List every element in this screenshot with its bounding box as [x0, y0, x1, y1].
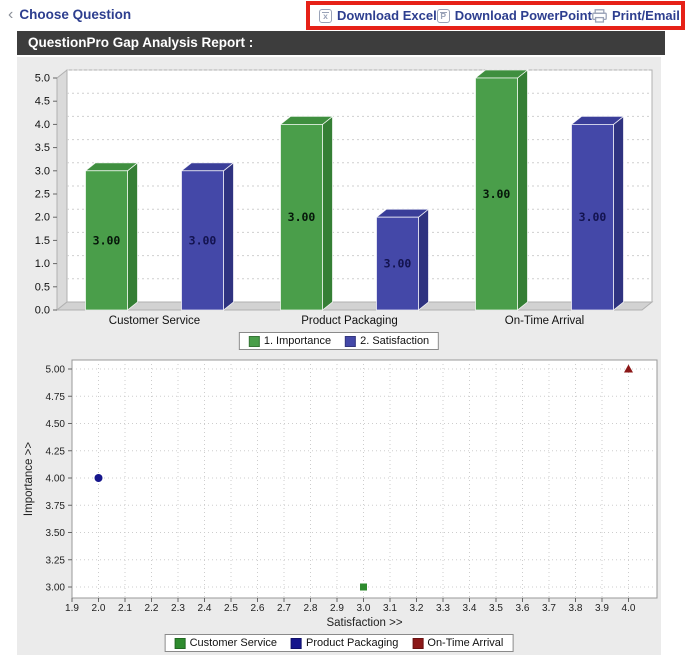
svg-text:1.0: 1.0: [35, 258, 50, 270]
svg-text:3.9: 3.9: [595, 603, 609, 614]
svg-text:3.4: 3.4: [463, 603, 477, 614]
download-excel-button[interactable]: x Download Excel: [319, 8, 437, 23]
svg-text:2.4: 2.4: [198, 603, 212, 614]
svg-text:Product Packaging: Product Packaging: [301, 315, 398, 327]
svg-text:4.50: 4.50: [46, 419, 66, 430]
print-email-label: Print/Email: [611, 8, 680, 23]
satisfaction-swatch-icon: [345, 335, 357, 347]
gap-analysis-scatter-plot: 1.9 2.0 2.1 2.2 2.3 2.4 2.5 2.6 2.7 2.8 2.9 3.0 3.1 3…: [23, 359, 658, 629]
svg-text:3.2: 3.2: [410, 603, 424, 614]
svg-text:5.00: 5.00: [46, 365, 66, 376]
download-powerpoint-button[interactable]: P Download PowerPoint: [436, 8, 592, 23]
svg-text:1.5: 1.5: [35, 235, 50, 247]
svg-text:2.5: 2.5: [35, 189, 50, 201]
svg-text:4.75: 4.75: [46, 392, 66, 403]
svg-text:3.00: 3.00: [46, 583, 66, 594]
svg-text:1.9: 1.9: [65, 603, 79, 614]
legend-item-product-packaging: Product Packaging: [291, 637, 398, 649]
svg-text:0.0: 0.0: [35, 305, 50, 317]
bar-chart-legend: 1. Importance 2. Satisfaction: [238, 332, 440, 350]
legend-customer-service-label: Customer Service: [189, 637, 278, 649]
legend-product-packaging-label: Product Packaging: [306, 637, 399, 649]
scatter-point-on-time-arrival: [624, 364, 633, 373]
download-excel-label: Download Excel: [337, 8, 437, 23]
svg-text:2.2: 2.2: [145, 603, 159, 614]
legend-item-satisfaction: 2. Satisfaction: [345, 335, 429, 347]
svg-text:3.00: 3.00: [288, 210, 316, 224]
svg-text:3.7: 3.7: [542, 603, 556, 614]
svg-text:3.5: 3.5: [35, 142, 50, 154]
svg-text:On-Time Arrival: On-Time Arrival: [505, 315, 584, 327]
svg-text:2.7: 2.7: [277, 603, 291, 614]
bar-importance-1: 3.00: [279, 115, 334, 311]
svg-text:4.0: 4.0: [35, 119, 50, 131]
svg-text:3.3: 3.3: [436, 603, 450, 614]
svg-text:4.0: 4.0: [622, 603, 636, 614]
choose-question-label: Choose Question: [19, 7, 132, 22]
svg-text:Satisfaction >>: Satisfaction >>: [326, 617, 402, 629]
svg-text:2.1: 2.1: [118, 603, 132, 614]
svg-text:3.00: 3.00: [189, 233, 217, 247]
svg-text:3.1: 3.1: [383, 603, 397, 614]
svg-text:3.50: 3.50: [46, 528, 66, 539]
legend-satisfaction-label: 2. Satisfaction: [360, 335, 430, 347]
svg-text:3.00: 3.00: [579, 210, 607, 224]
legend-on-time-arrival-label: On-Time Arrival: [427, 637, 504, 649]
legend-importance-label: 1. Importance: [263, 335, 332, 347]
svg-text:3.75: 3.75: [46, 501, 66, 512]
svg-text:3.25: 3.25: [46, 555, 66, 566]
svg-text:2.9: 2.9: [330, 603, 344, 614]
scatter-legend: Customer Service Product Packaging On-Ti…: [164, 634, 514, 652]
report-header: QuestionPro Gap Analysis Report :: [17, 31, 665, 55]
excel-file-icon: x: [319, 8, 332, 23]
svg-text:Customer Service: Customer Service: [109, 315, 200, 327]
svg-text:2.6: 2.6: [251, 603, 265, 614]
svg-text:3.0: 3.0: [35, 165, 50, 177]
gap-analysis-bar-chart: 0.0 0.5 1.0 1.5 2.0 2.5 3.0 3.5 4.0 4.5 5.0 3.00 3.0…: [35, 68, 654, 327]
bar-importance-2: 3.00: [474, 69, 529, 311]
svg-text:4.5: 4.5: [35, 96, 50, 108]
importance-swatch-icon: [248, 335, 260, 347]
svg-text:2.0: 2.0: [35, 212, 50, 224]
svg-text:2.0: 2.0: [92, 603, 106, 614]
on-time-arrival-swatch-icon: [412, 637, 424, 649]
bar-satisfaction-1: 3.00: [375, 208, 430, 311]
svg-text:3.8: 3.8: [569, 603, 583, 614]
svg-text:3.00: 3.00: [93, 233, 121, 247]
svg-text:4.00: 4.00: [46, 474, 66, 485]
download-powerpoint-label: Download PowerPoint: [454, 8, 592, 23]
bar-chart-panel: 0.0 0.5 1.0 1.5 2.0 2.5 3.0 3.5 4.0 4.5 5.0 3.00 3.0…: [17, 57, 661, 353]
report-title: QuestionPro Gap Analysis Report :: [28, 35, 254, 50]
export-actions-highlight-box: x Download Excel P Download PowerPoint P…: [306, 1, 685, 30]
bar-satisfaction-0: 3.00: [180, 161, 235, 311]
legend-item-importance: 1. Importance: [248, 335, 332, 347]
svg-text:2.5: 2.5: [224, 603, 238, 614]
svg-text:5.0: 5.0: [35, 73, 50, 85]
product-packaging-swatch-icon: [291, 637, 303, 649]
scatter-point-customer-service: [360, 583, 367, 591]
svg-text:2.8: 2.8: [304, 603, 318, 614]
bar-satisfaction-2: 3.00: [570, 115, 625, 311]
svg-text:3.6: 3.6: [516, 603, 530, 614]
svg-text:3.00: 3.00: [384, 257, 412, 271]
customer-service-swatch-icon: [174, 637, 186, 649]
powerpoint-file-icon: P: [436, 8, 450, 23]
svg-text:3.00: 3.00: [483, 187, 511, 201]
scatter-plot-panel: 1.9 2.0 2.1 2.2 2.3 2.4 2.5 2.6 2.7 2.8 2.9 3.0 3.1 3…: [17, 353, 661, 655]
legend-item-on-time-arrival: On-Time Arrival: [412, 637, 503, 649]
legend-item-customer-service: Customer Service: [174, 637, 278, 649]
scatter-point-product-packaging: [94, 474, 103, 482]
chevron-left-icon: ‹: [8, 5, 14, 23]
svg-text:0.5: 0.5: [35, 281, 50, 293]
svg-text:4.25: 4.25: [46, 446, 66, 457]
svg-text:Importance >>: Importance >>: [23, 442, 35, 516]
svg-text:2.3: 2.3: [171, 603, 185, 614]
svg-text:3.0: 3.0: [357, 603, 371, 614]
printer-icon: [592, 8, 607, 23]
print-email-button[interactable]: Print/Email: [592, 8, 680, 23]
bar-importance-0: 3.00: [84, 161, 139, 311]
svg-text:3.5: 3.5: [489, 603, 503, 614]
top-toolbar: ‹ Choose Question x Download Excel P Dow…: [0, 0, 685, 31]
choose-question-link[interactable]: ‹ Choose Question: [8, 5, 132, 23]
